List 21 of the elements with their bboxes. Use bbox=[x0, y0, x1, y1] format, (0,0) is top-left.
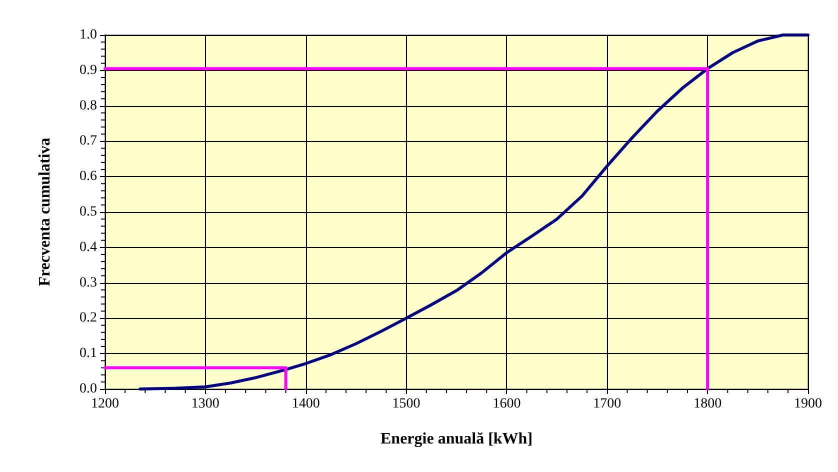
y-tick-label: 0.1 bbox=[80, 346, 97, 362]
y-tick-label: 0.5 bbox=[80, 204, 97, 220]
x-tick-label: 1700 bbox=[593, 396, 622, 412]
y-tick-label: 0.0 bbox=[80, 382, 97, 396]
y-tick-label: 0.9 bbox=[80, 62, 97, 78]
y-tick-label: 1.0 bbox=[80, 28, 97, 42]
y-tick-label: 0.4 bbox=[80, 240, 97, 255]
x-tick-label: 1300 bbox=[191, 396, 220, 412]
x-tick-label: 1900 bbox=[794, 396, 822, 412]
x-tick-label: 1200 bbox=[91, 396, 119, 412]
x-tick-label: 1500 bbox=[392, 396, 420, 412]
y-tick-label: 0.3 bbox=[80, 275, 97, 290]
y-tick-label: 0.7 bbox=[80, 134, 97, 149]
x-tick-label: 1400 bbox=[292, 396, 320, 412]
y-tick-label: 0.8 bbox=[80, 98, 97, 114]
y-tick-label: 0.6 bbox=[80, 169, 97, 184]
x-axis-title: Energie anuală [kWh] bbox=[380, 430, 533, 448]
y-tick-label: 0.2 bbox=[80, 310, 97, 326]
x-tick-label: 1600 bbox=[492, 396, 521, 412]
y-axis-title: Frecventa cumulativa bbox=[36, 138, 54, 286]
x-tick-label: 1800 bbox=[694, 396, 722, 412]
